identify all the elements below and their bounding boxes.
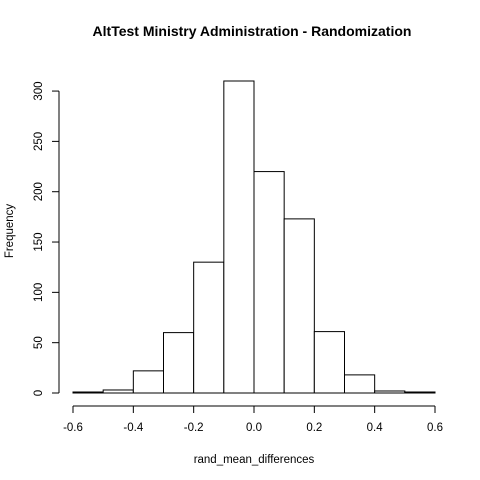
- x-tick-label: -0.4: [123, 422, 143, 434]
- chart-title: AltTest Ministry Administration - Random…: [93, 23, 412, 39]
- y-tick-label: 250: [33, 132, 45, 151]
- y-tick-label: 300: [33, 81, 45, 100]
- histogram-bar: [102, 389, 134, 394]
- histogram-bar: [344, 374, 376, 394]
- x-tick-label: 0.2: [306, 422, 322, 434]
- histogram-bar: [163, 332, 195, 394]
- y-tick-label: 50: [33, 336, 45, 349]
- histogram-bar: [374, 390, 406, 394]
- y-tick-label: 0: [33, 390, 45, 396]
- histogram-bar: [313, 331, 346, 394]
- x-axis: -0.6 -0.4 -0.2 0.0 0.2 0.4 0.6: [63, 405, 443, 434]
- histogram-bars: [72, 80, 436, 394]
- histogram-bar: [253, 171, 285, 394]
- x-axis-label: rand_mean_differences: [194, 454, 315, 466]
- histogram-bar: [223, 80, 255, 394]
- histogram-bar: [404, 391, 436, 394]
- x-tick-label: 0.6: [427, 422, 443, 434]
- x-tick-label: -0.2: [184, 422, 204, 434]
- y-tick-label: 100: [33, 283, 45, 302]
- histogram-bar: [283, 218, 315, 394]
- y-tick-label: 150: [33, 232, 45, 251]
- y-axis-label: Frequency: [4, 204, 16, 259]
- x-tick-label: 0.4: [367, 422, 384, 434]
- histogram-bar: [132, 370, 164, 394]
- histogram-bar: [193, 261, 225, 394]
- histogram-bar: [72, 391, 104, 394]
- x-tick-label: 0.0: [246, 422, 262, 434]
- y-axis: 0 50 100 150 200 250 300: [33, 81, 60, 396]
- x-tick-label: -0.6: [63, 422, 83, 434]
- y-tick-label: 200: [33, 182, 45, 201]
